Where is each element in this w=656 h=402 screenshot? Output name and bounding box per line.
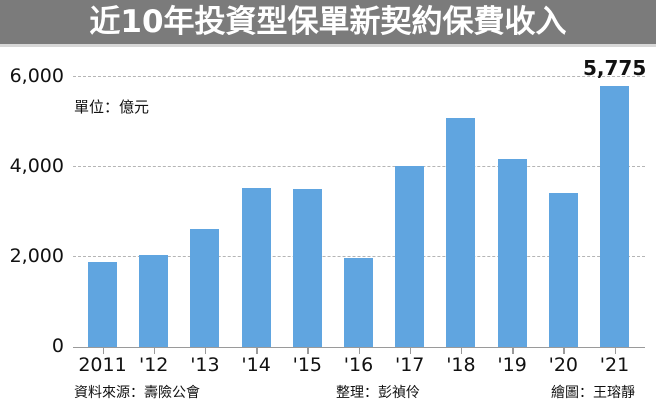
x-tick-label: '18 — [446, 354, 476, 376]
unit-label: 單位：億元 — [74, 98, 150, 116]
x-tick-label: '13 — [190, 354, 220, 376]
x-tick-mark — [153, 348, 156, 354]
x-tick-label: '19 — [497, 354, 527, 376]
x-tick-label: '14 — [241, 354, 271, 376]
x-tick-label: '15 — [292, 354, 322, 376]
bar-8 — [497, 158, 527, 347]
source-credit: 資料來源：壽險公會 — [74, 385, 200, 401]
x-axis — [73, 347, 645, 348]
bar-6 — [395, 165, 425, 347]
y-tick-6000: 6,000 — [9, 65, 64, 87]
gridline-6000 — [73, 76, 645, 77]
artist-credit: 繪圖：王瑢靜 — [551, 385, 635, 401]
bar-9 — [548, 192, 578, 347]
x-tick-mark — [256, 348, 258, 354]
x-tick-mark — [614, 348, 616, 354]
editor-credit: 整理：彭禎伶 — [336, 385, 420, 401]
title-bar: 近10年投資型保單新契約保費收入 — [0, 0, 656, 47]
x-tick-label: '16 — [343, 354, 374, 376]
x-tick-label: '12 — [138, 354, 169, 376]
x-tick-label: '21 — [599, 354, 630, 376]
bar-4 — [292, 189, 322, 347]
bar-3 — [241, 188, 271, 347]
x-tick-label: '20 — [548, 354, 578, 376]
y-tick-2000: 2,000 — [9, 245, 64, 267]
x-tick-mark — [204, 348, 207, 354]
bar-7 — [446, 118, 476, 347]
x-tick-mark — [307, 348, 309, 354]
bar-1 — [139, 254, 169, 347]
value-label-2021: 5,775 — [583, 56, 647, 80]
gridline-2000 — [73, 256, 645, 257]
gridline-4000 — [73, 166, 645, 167]
x-tick-mark — [563, 348, 565, 354]
x-tick-mark — [512, 348, 514, 354]
chart-title: 近10年投資型保單新契約保費收入 — [89, 4, 567, 40]
x-tick-mark — [358, 348, 360, 354]
x-tick-mark — [409, 348, 412, 354]
x-tick-label: '17 — [394, 354, 425, 376]
bar-0 — [88, 261, 117, 347]
bar-10 — [600, 86, 629, 347]
y-tick-4000: 4,000 — [9, 155, 64, 177]
bar-5 — [344, 257, 373, 347]
x-tick-mark — [102, 348, 104, 354]
y-tick-0: 0 — [51, 335, 64, 357]
bar-2 — [190, 228, 220, 347]
x-tick-label: 2011 — [78, 354, 127, 376]
x-tick-mark — [460, 348, 463, 354]
